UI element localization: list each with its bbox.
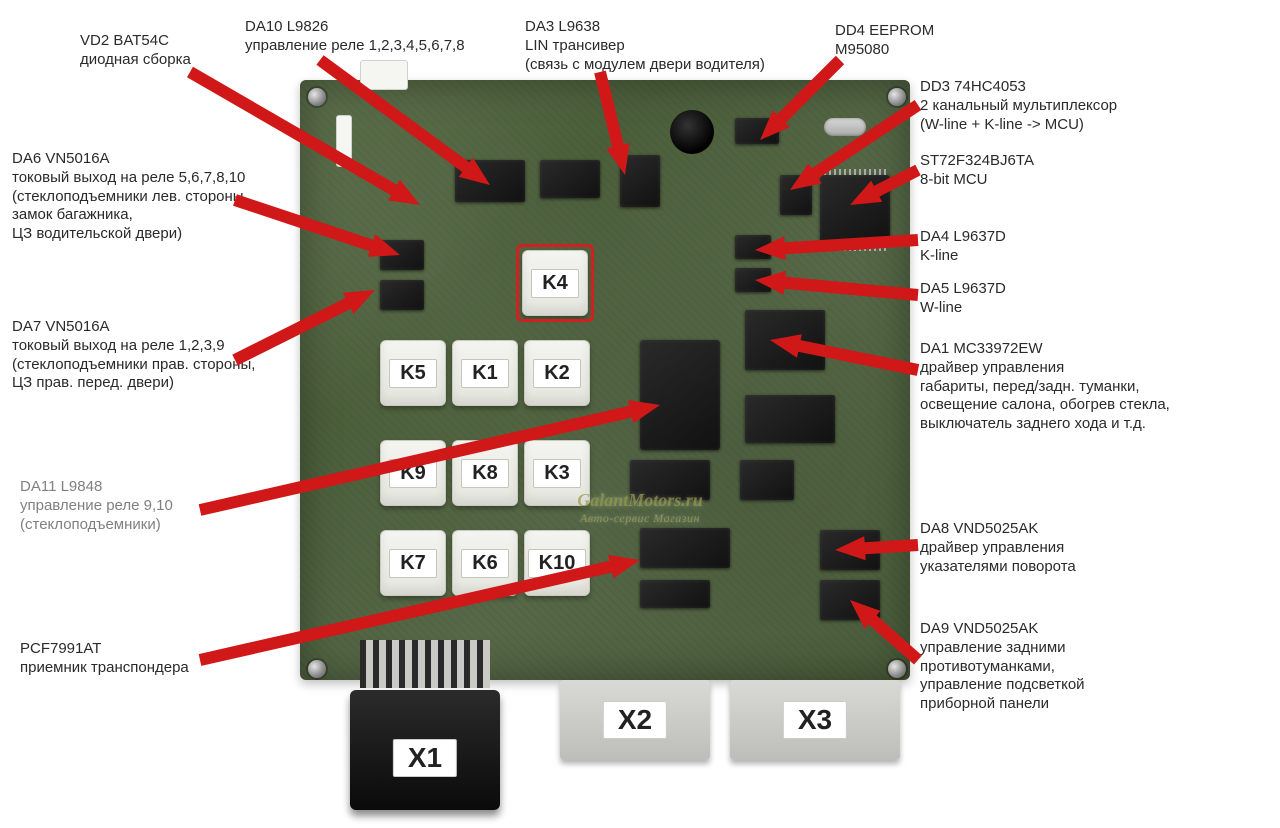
- relay-k3: K3: [524, 440, 590, 506]
- relay-k6: K6: [452, 530, 518, 596]
- chip: [735, 118, 779, 144]
- relay-k10: K10: [524, 530, 590, 596]
- screw: [308, 660, 326, 678]
- relay-k1: K1: [452, 340, 518, 406]
- callout-vd2: VD2 BAT54C диодная сборка: [80, 32, 191, 70]
- callout-da1: DA1 MC33972EW драйвер управления габарит…: [920, 340, 1170, 434]
- chip: [820, 530, 880, 570]
- chip: [380, 280, 424, 310]
- relay-k9: K9: [380, 440, 446, 506]
- relay-k7: K7: [380, 530, 446, 596]
- callout-da3: DA3 L9638 LIN трансивер (связь с модулем…: [525, 18, 765, 74]
- relay-k8: K8: [452, 440, 518, 506]
- callout-da9: DA9 VND5025AK управление задними противо…: [920, 620, 1085, 714]
- chip: [820, 580, 880, 620]
- callout-da10: DA10 L9826 управление реле 1,2,3,4,5,6,7…: [245, 18, 465, 56]
- chip: [745, 395, 835, 443]
- callout-da5: DA5 L9637D W-line: [920, 280, 1006, 318]
- callout-dd3: DD3 74HC4053 2 канальный мультиплексор (…: [920, 78, 1117, 134]
- callout-da6: DA6 VN5016A токовый выход на реле 5,6,7,…: [12, 150, 248, 244]
- chip: [540, 160, 600, 198]
- chip: [455, 160, 525, 202]
- chip: [380, 240, 424, 270]
- relay-label: K5: [389, 359, 437, 388]
- callout-pcf: PCF7991AT приемник транспондера: [20, 640, 189, 678]
- connector-label-x2: X2: [603, 701, 667, 739]
- relay-label: K2: [533, 359, 581, 388]
- chip-small: [735, 268, 771, 292]
- callout-da7: DA7 VN5016A токовый выход на реле 1,2,3,…: [12, 318, 255, 393]
- screw: [888, 660, 906, 678]
- chip: [620, 155, 660, 207]
- chip: [745, 310, 825, 370]
- buzzer: [670, 110, 714, 154]
- relay-label: K3: [533, 459, 581, 488]
- screw: [888, 88, 906, 106]
- chip: [630, 460, 710, 500]
- callout-da8: DA8 VND5025AK драйвер управления указате…: [920, 520, 1076, 576]
- relay-label: K9: [389, 459, 437, 488]
- chip: [640, 580, 710, 608]
- screw: [308, 88, 326, 106]
- relay-k5: K5: [380, 340, 446, 406]
- relay-k4-highlight: [516, 244, 594, 322]
- header-connector: [360, 60, 408, 90]
- relay-k2: K2: [524, 340, 590, 406]
- relay-label: K10: [528, 549, 587, 578]
- crystal: [824, 118, 866, 136]
- chip-mcu: [820, 175, 890, 245]
- relay-label: K1: [461, 359, 509, 388]
- chip-small: [735, 235, 771, 259]
- connector-label-x1: X1: [393, 739, 457, 777]
- header-connector: [336, 115, 352, 167]
- callout-da11: DA11 L9848 управление реле 9,10 (стеклоп…: [20, 478, 173, 534]
- callout-st72: ST72F324BJ6TA 8-bit MCU: [920, 152, 1034, 190]
- chip-large: [640, 340, 720, 450]
- chip: [640, 528, 730, 568]
- callout-da4: DA4 L9637D K-line: [920, 228, 1006, 266]
- relay-label: K7: [389, 549, 437, 578]
- chip: [740, 460, 794, 500]
- relay-label: K6: [461, 549, 509, 578]
- relay-label: K8: [461, 459, 509, 488]
- connector-pins: [360, 640, 490, 688]
- callout-dd4: DD4 EEPROM M95080: [835, 22, 934, 60]
- chip: [780, 175, 812, 215]
- connector-label-x3: X3: [783, 701, 847, 739]
